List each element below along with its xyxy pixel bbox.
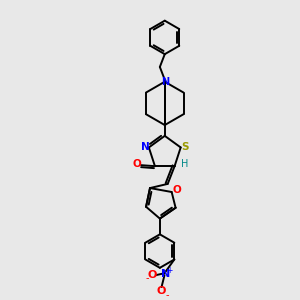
Text: H: H	[181, 159, 188, 169]
Text: +: +	[166, 266, 172, 275]
Text: N: N	[161, 77, 169, 87]
Text: N: N	[140, 142, 149, 152]
Text: O: O	[147, 270, 156, 280]
Text: N: N	[161, 269, 170, 279]
Text: O: O	[172, 185, 181, 195]
Text: O: O	[157, 286, 166, 296]
Text: O: O	[133, 159, 142, 169]
Text: -: -	[166, 290, 169, 300]
Text: -: -	[145, 273, 148, 283]
Text: S: S	[181, 142, 188, 152]
